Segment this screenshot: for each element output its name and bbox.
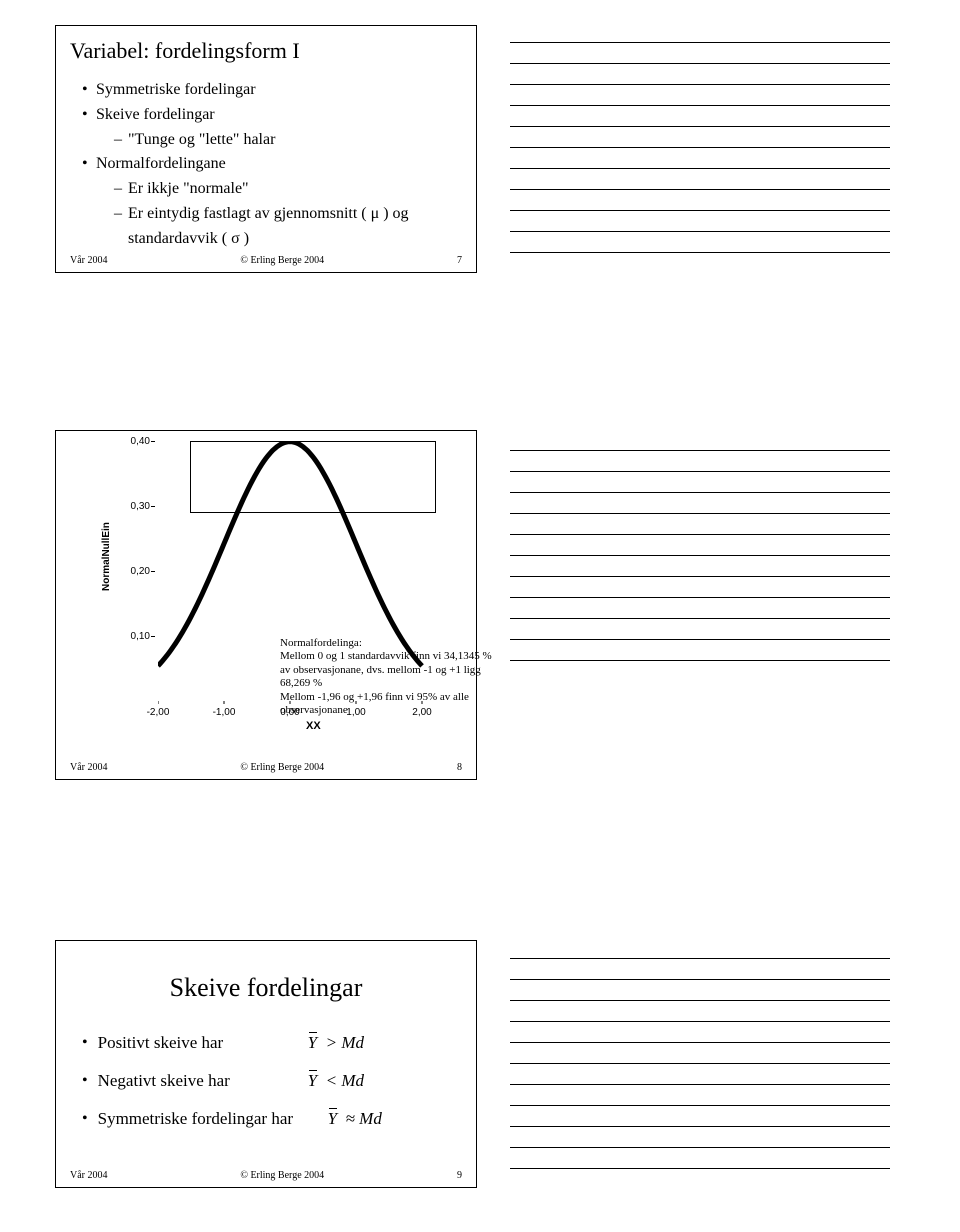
p1-footer-mid: © Erling Berge 2004 bbox=[240, 255, 324, 266]
p3-r3-text: Symmetriske fordelingar har bbox=[98, 1109, 328, 1129]
p3-r1-text: Positivt skeive har bbox=[98, 1033, 308, 1053]
chart-area: NormalNullEin XX 0,40 0,30 0,20 0,10 -2,… bbox=[102, 441, 436, 741]
ytick-0: 0,40 bbox=[126, 436, 150, 447]
p1-b3: Normalfordelingane Er ikkje "normale" Er… bbox=[82, 152, 462, 251]
p3-footer-left: Vår 2004 bbox=[70, 1170, 108, 1181]
p1-b1: Symmetriske fordelingar bbox=[82, 78, 462, 103]
p2-footer-left: Vår 2004 bbox=[70, 762, 108, 773]
notes-lines-2 bbox=[510, 450, 890, 681]
panel1-list: Symmetriske fordelingar Skeive fordeling… bbox=[70, 78, 462, 252]
ytick-3: 0,10 bbox=[126, 631, 150, 642]
chart-annotation: Normalfordelinga: Mellom 0 og 1 standard… bbox=[280, 637, 500, 717]
notes-lines-3 bbox=[510, 958, 890, 1189]
panel3-title: Skeive fordelingar bbox=[70, 973, 462, 1003]
chart-ylabel: NormalNullEin bbox=[101, 522, 112, 591]
p3-row3: • Symmetriske fordelingar har Y ≈ Md bbox=[70, 1109, 462, 1129]
p1-b3a: Er ikkje "normale" bbox=[114, 177, 462, 202]
p2-footer-mid: © Erling Berge 2004 bbox=[240, 762, 324, 773]
p3-row2: • Negativt skeive har Y < Md bbox=[70, 1071, 462, 1091]
ytick-2: 0,20 bbox=[126, 566, 150, 577]
p1-b2-text: Skeive fordelingar bbox=[96, 106, 215, 123]
p1-b2a: "Tunge og "lette" halar bbox=[114, 128, 462, 153]
p3-r2-text: Negativt skeive har bbox=[98, 1071, 308, 1091]
p1-b3b: Er eintydig fastlagt av gjennomsnitt ( μ… bbox=[114, 202, 462, 252]
p3-row1: • Positivt skeive har Y > Md bbox=[70, 1033, 462, 1053]
panel-2-chart: NormalNullEin XX 0,40 0,30 0,20 0,10 -2,… bbox=[55, 430, 477, 780]
notes-lines-1 bbox=[510, 42, 890, 273]
p1-footer-left: Vår 2004 bbox=[70, 255, 108, 266]
chart-xlabel: XX bbox=[306, 720, 321, 732]
panel-1: Variabel: fordelingsform I Symmetriske f… bbox=[55, 25, 477, 273]
panel2-footer: Vår 2004 © Erling Berge 2004 8 bbox=[70, 762, 462, 773]
p3-footer-mid: © Erling Berge 2004 bbox=[240, 1170, 324, 1181]
annot-title: Normalfordelinga bbox=[280, 637, 359, 649]
panel1-footer: Vår 2004 © Erling Berge 2004 7 bbox=[70, 255, 462, 266]
p1-b2: Skeive fordelingar "Tunge og "lette" hal… bbox=[82, 103, 462, 153]
annot-line2: Mellom -1,96 og +1,96 finn vi 95% av all… bbox=[280, 691, 469, 716]
ytick-1: 0,30 bbox=[126, 501, 150, 512]
p2-footer-right: 8 bbox=[457, 762, 462, 773]
panel3-footer: Vår 2004 © Erling Berge 2004 9 bbox=[70, 1170, 462, 1181]
p3-footer-right: 9 bbox=[457, 1170, 462, 1181]
p1-footer-right: 7 bbox=[457, 255, 462, 266]
panel-3: Skeive fordelingar • Positivt skeive har… bbox=[55, 940, 477, 1188]
panel1-title: Variabel: fordelingsform I bbox=[70, 38, 462, 64]
annot-line1: Mellom 0 og 1 standardavvik finn vi 34,1… bbox=[280, 650, 492, 689]
p1-b3-text: Normalfordelingane bbox=[96, 155, 226, 172]
